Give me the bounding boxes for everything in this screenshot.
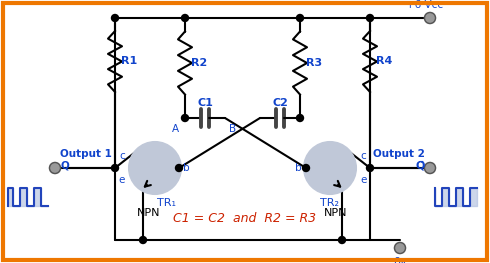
Text: Q̄: Q̄	[416, 160, 425, 170]
Text: b: b	[183, 163, 190, 173]
Circle shape	[296, 114, 303, 122]
Circle shape	[175, 164, 182, 171]
Circle shape	[112, 14, 119, 22]
Text: Output 2: Output 2	[373, 149, 425, 159]
Text: e: e	[119, 175, 125, 185]
Circle shape	[140, 236, 147, 244]
Circle shape	[304, 142, 356, 194]
Text: Q: Q	[60, 160, 69, 170]
Text: C1 = C2  and  R2 = R3: C1 = C2 and R2 = R3	[173, 211, 317, 225]
Text: A: A	[172, 124, 179, 134]
Text: +6 Vcc: +6 Vcc	[406, 0, 443, 10]
Circle shape	[424, 13, 436, 23]
Circle shape	[181, 114, 189, 122]
Circle shape	[302, 164, 310, 171]
Circle shape	[394, 242, 406, 254]
Text: b: b	[295, 163, 302, 173]
Circle shape	[339, 236, 345, 244]
Text: R4: R4	[376, 57, 392, 67]
Circle shape	[367, 164, 373, 171]
Circle shape	[49, 163, 60, 174]
Text: c: c	[360, 151, 366, 161]
Circle shape	[129, 142, 181, 194]
Text: e: e	[360, 175, 367, 185]
Text: TR₂: TR₂	[320, 198, 339, 208]
Text: B: B	[229, 124, 236, 134]
Circle shape	[367, 14, 373, 22]
Text: 0v: 0v	[393, 257, 407, 263]
Circle shape	[424, 163, 436, 174]
Circle shape	[112, 164, 119, 171]
Text: TR₁: TR₁	[157, 198, 176, 208]
Circle shape	[181, 14, 189, 22]
Text: Output 1: Output 1	[60, 149, 112, 159]
Text: NPN: NPN	[137, 208, 161, 218]
Circle shape	[296, 14, 303, 22]
Text: R2: R2	[191, 58, 207, 68]
Text: R1: R1	[121, 57, 137, 67]
Text: C1: C1	[197, 98, 213, 108]
Text: C2: C2	[272, 98, 288, 108]
Text: c: c	[119, 151, 125, 161]
Text: R3: R3	[306, 58, 322, 68]
Text: NPN: NPN	[324, 208, 348, 218]
